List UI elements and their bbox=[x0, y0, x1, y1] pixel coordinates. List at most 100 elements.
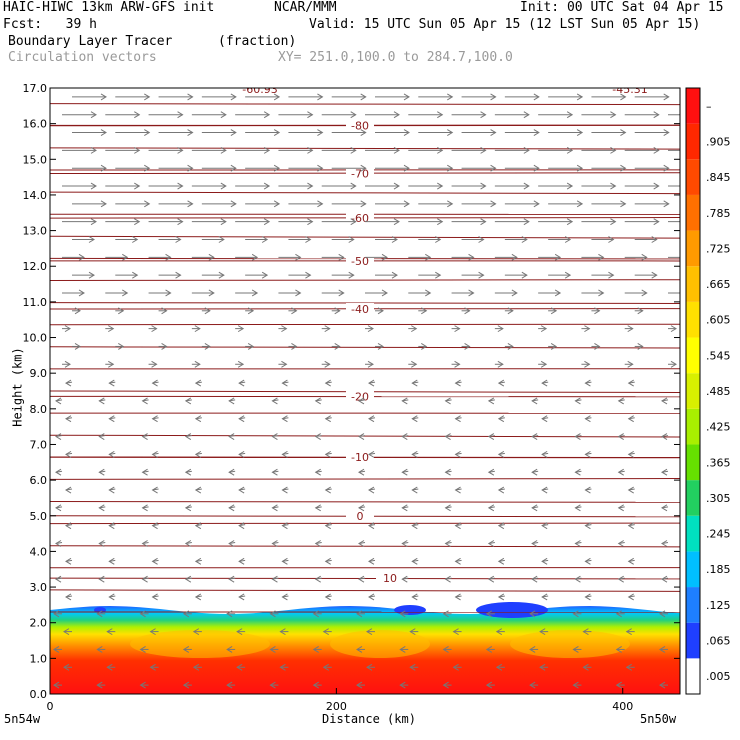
colorbar-label: .125 bbox=[706, 599, 731, 612]
vector-head bbox=[541, 415, 548, 423]
vector-head bbox=[314, 433, 321, 440]
vector-head bbox=[425, 289, 432, 297]
vector-head bbox=[263, 111, 271, 119]
vector-head bbox=[617, 575, 624, 583]
vector-head bbox=[574, 504, 581, 512]
vector-head bbox=[401, 575, 408, 583]
vector-head bbox=[368, 415, 375, 423]
tracer-bulge bbox=[510, 630, 630, 659]
vector-head bbox=[541, 450, 548, 458]
vector-head bbox=[637, 343, 644, 350]
vector-head bbox=[324, 522, 331, 530]
vector-head bbox=[566, 182, 574, 190]
colorbar-label: .245 bbox=[706, 528, 731, 541]
colorbar-label: .485 bbox=[706, 385, 731, 398]
vector-head bbox=[480, 111, 487, 119]
contour-label-bg bbox=[376, 572, 404, 585]
vector-head bbox=[236, 663, 243, 671]
vector-head bbox=[108, 415, 115, 423]
colorbar-label: .665 bbox=[706, 278, 731, 291]
vector-head bbox=[271, 575, 278, 583]
vector-head bbox=[663, 200, 670, 208]
vector-head bbox=[247, 343, 255, 350]
vector-head bbox=[368, 522, 375, 530]
temperature-contour bbox=[50, 501, 680, 503]
vector-head bbox=[533, 164, 540, 172]
vector-head bbox=[403, 200, 410, 208]
vector-head bbox=[409, 663, 416, 671]
vector-head bbox=[421, 343, 428, 350]
vector-head bbox=[529, 646, 536, 653]
vector-head bbox=[314, 575, 321, 583]
y-tick-label: 8.0 bbox=[30, 403, 48, 416]
colorbar-swatch bbox=[686, 480, 700, 516]
vector-head bbox=[584, 379, 591, 387]
vector-head bbox=[149, 663, 156, 671]
vector-head bbox=[314, 504, 321, 512]
vector-head bbox=[393, 111, 400, 119]
vector-head bbox=[271, 468, 278, 476]
vector-head bbox=[399, 610, 406, 618]
vector-head bbox=[236, 628, 243, 636]
vector-head bbox=[64, 360, 71, 368]
vector-head bbox=[627, 360, 634, 368]
vector-head bbox=[627, 415, 634, 423]
vector-head bbox=[228, 433, 235, 440]
vector-head bbox=[312, 610, 319, 618]
colorbar-label: .545 bbox=[706, 349, 731, 362]
vector-head bbox=[454, 325, 461, 333]
vector-head bbox=[177, 111, 184, 119]
vector-head bbox=[533, 129, 540, 136]
vector-head bbox=[184, 468, 192, 476]
temperature-contour bbox=[50, 191, 680, 195]
vector-head bbox=[540, 325, 548, 333]
vector-head bbox=[487, 575, 495, 583]
contour-label: -80 bbox=[351, 119, 369, 132]
plot-frame bbox=[49, 87, 681, 695]
vector-head bbox=[620, 200, 627, 208]
vector-head bbox=[497, 557, 505, 565]
vector-head bbox=[226, 610, 233, 618]
vector-head bbox=[659, 610, 666, 618]
vector-head bbox=[230, 200, 237, 208]
vector-head bbox=[531, 540, 538, 547]
colorbar-swatch bbox=[686, 88, 700, 124]
vector-head bbox=[490, 164, 497, 172]
vector-head bbox=[291, 307, 298, 315]
vector-head bbox=[251, 253, 259, 261]
vector-head bbox=[576, 129, 584, 136]
org-label: NCAR/MMM bbox=[274, 0, 337, 15]
vector-head bbox=[100, 129, 107, 136]
vector-head bbox=[317, 129, 324, 136]
vector-head bbox=[132, 236, 139, 243]
vector-head bbox=[554, 289, 562, 297]
vector-head bbox=[615, 681, 622, 689]
vector-head bbox=[324, 360, 331, 368]
y-tick-label: 3.0 bbox=[30, 581, 48, 594]
vector-head bbox=[238, 593, 245, 601]
vector-head bbox=[74, 343, 81, 350]
vector-head bbox=[574, 575, 581, 583]
y-tick-label: 1.0 bbox=[30, 652, 48, 665]
vector-head bbox=[572, 646, 579, 653]
vector-head bbox=[187, 200, 194, 208]
vector-head bbox=[442, 681, 449, 689]
vector-head bbox=[184, 504, 192, 512]
vector-head bbox=[261, 271, 269, 279]
vector-head bbox=[312, 681, 319, 689]
vector-head bbox=[187, 129, 194, 136]
tracer-bulge bbox=[130, 630, 270, 659]
vector-head bbox=[497, 593, 505, 601]
tracer-field bbox=[50, 602, 680, 694]
vector-head bbox=[627, 325, 634, 333]
vector-head bbox=[495, 663, 503, 671]
vector-head bbox=[454, 557, 461, 565]
colorbar-label: .365 bbox=[706, 456, 731, 469]
vector-head bbox=[447, 200, 454, 208]
vector-head bbox=[177, 218, 184, 226]
y-tick-label: 9.0 bbox=[30, 367, 48, 380]
colorbar-label: .725 bbox=[706, 242, 731, 255]
vector-head bbox=[108, 450, 115, 458]
vector-head bbox=[627, 522, 634, 530]
colorbar-swatch bbox=[686, 373, 700, 409]
